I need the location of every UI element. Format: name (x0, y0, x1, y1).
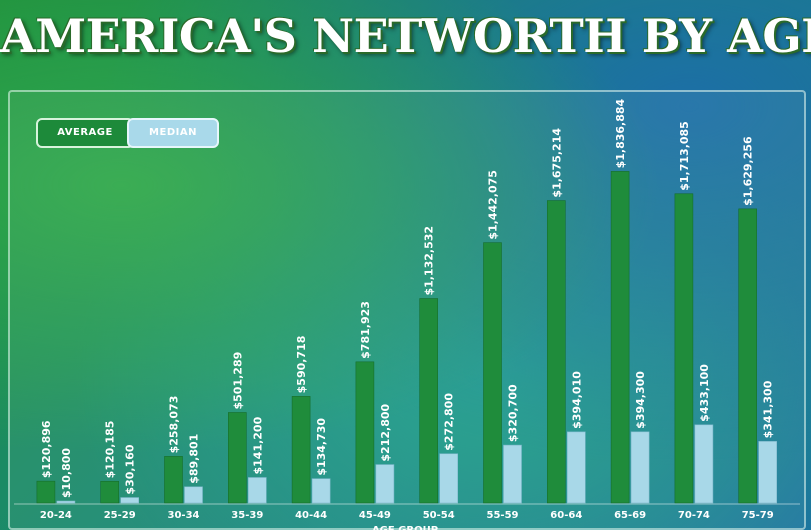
bar-average (100, 481, 119, 504)
data-label-median: $134,730 (315, 418, 328, 476)
data-label-median: $89,801 (188, 434, 201, 484)
data-label-average: $1,713,085 (678, 121, 691, 191)
data-label-median: $141,200 (251, 416, 264, 474)
data-label-average: $258,073 (168, 396, 181, 454)
data-label-average: $120,896 (40, 420, 53, 478)
bar-average (291, 396, 311, 504)
data-label-median: $10,800 (60, 448, 73, 498)
bar-median (184, 486, 203, 504)
x-tick-label: 60-64 (550, 510, 582, 521)
x-tick-label: 55-59 (487, 510, 519, 521)
bar-average (419, 298, 439, 504)
data-label-average: $781,923 (359, 301, 372, 359)
data-label-median: $341,300 (762, 380, 775, 438)
bar-median (503, 444, 522, 504)
legend-median[interactable]: MEDIAN (127, 118, 219, 148)
bar-average (164, 456, 183, 504)
chart-title: AMERICA'S NETWORTH BY AGE (0, 9, 811, 63)
bar-median (375, 464, 395, 504)
data-label-average: $590,718 (295, 336, 308, 394)
bar-median (120, 497, 139, 504)
data-label-average: $1,836,884 (614, 98, 627, 168)
data-label-average: $120,185 (104, 421, 117, 479)
data-label-average: $1,675,214 (550, 128, 563, 198)
x-axis-label: AGE GROUP (372, 525, 438, 530)
x-tick-label: 75-79 (742, 510, 774, 521)
bar-median (566, 431, 586, 504)
data-label-average: $1,132,532 (423, 226, 436, 296)
bar-median (758, 441, 778, 504)
data-label-median: $212,800 (379, 403, 392, 461)
x-tick-label: 25-29 (104, 510, 136, 521)
data-label-median: $433,100 (698, 364, 711, 422)
data-label-average: $1,442,075 (487, 170, 500, 240)
bar-average (610, 171, 630, 504)
data-label-average: $501,289 (231, 352, 244, 410)
x-tick-label: 45-49 (359, 510, 391, 521)
legend-average[interactable]: AVERAGE (36, 118, 134, 148)
x-tick-label: 65-69 (614, 510, 646, 521)
bar-median (311, 478, 331, 504)
bar-median (694, 424, 714, 504)
data-label-median: $30,160 (124, 444, 137, 494)
x-tick-label: 70-74 (678, 510, 710, 521)
x-tick-label: 50-54 (423, 510, 455, 521)
bar-average (355, 361, 375, 504)
bar-median (56, 500, 76, 504)
data-label-median: $320,700 (507, 384, 520, 442)
bar-average (228, 412, 247, 504)
bar-median (248, 477, 267, 504)
bar-average (36, 480, 56, 504)
bar-average (483, 242, 502, 504)
x-tick-label: 20-24 (40, 510, 72, 521)
bar-average (546, 200, 566, 504)
bar-median (439, 453, 459, 504)
bar-median (630, 431, 650, 504)
data-label-median: $272,800 (443, 393, 456, 451)
bar-average (674, 193, 694, 504)
x-tick-label: 35-39 (231, 510, 263, 521)
x-tick-label: 30-34 (168, 510, 200, 521)
data-label-median: $394,300 (634, 371, 647, 429)
bar-average (738, 208, 758, 504)
x-tick-label: 40-44 (295, 510, 327, 521)
data-label-average: $1,629,256 (742, 136, 755, 206)
chart-panel: AVERAGE MEDIAN (8, 90, 806, 530)
data-label-median: $394,010 (570, 371, 583, 429)
